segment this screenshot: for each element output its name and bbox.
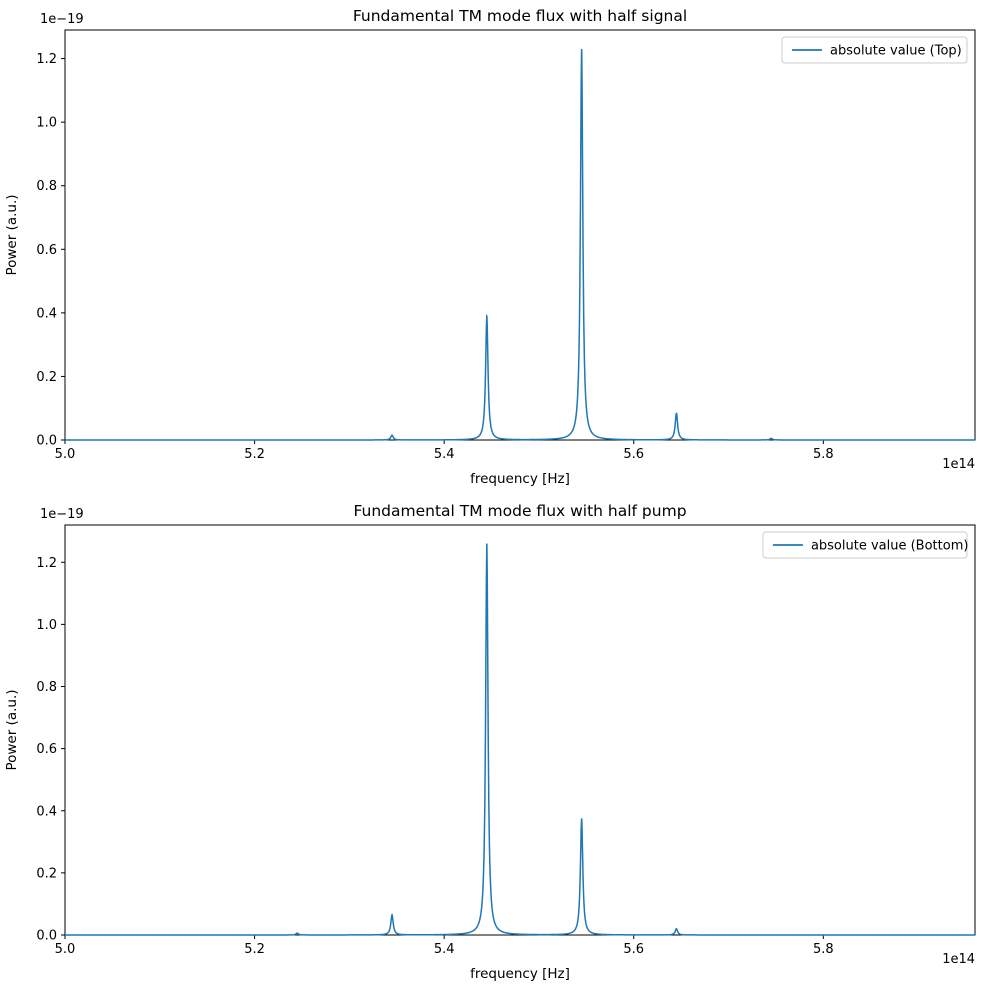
y-tick-label: 0.0: [36, 434, 57, 449]
x-axis-label: frequency [Hz]: [470, 966, 570, 982]
x-tick-label: 5.2: [244, 942, 265, 957]
series-line: [65, 49, 975, 441]
chart-bottom-axes: Fundamental TM mode flux with half pump 1…: [4, 502, 976, 982]
x-tick-label: 5.8: [813, 942, 834, 957]
x-tick-label: 5.6: [623, 447, 644, 462]
y-tick-label: 0.8: [36, 680, 57, 695]
legend-label: absolute value (Bottom): [811, 539, 969, 554]
x-axis-offset-label: 1e14: [942, 952, 975, 967]
y-axis-label: Power (a.u.): [4, 689, 20, 770]
chart-top-axes: Fundamental TM mode flux with half signa…: [4, 7, 976, 487]
chart-title: Fundamental TM mode flux with half signa…: [353, 7, 687, 25]
y-axis-label: Power (a.u.): [4, 194, 20, 275]
y-tick-label: 0.2: [36, 370, 57, 385]
y-tick-label: 0.4: [36, 804, 57, 819]
y-tick-label: 1.2: [36, 556, 57, 571]
x-tick-label: 5.6: [623, 942, 644, 957]
y-tick-label: 0.0: [36, 929, 57, 944]
y-tick-label: 0.4: [36, 306, 57, 321]
x-tick-label: 5.2: [244, 447, 265, 462]
y-axis-offset-label: 1e−19: [40, 507, 84, 522]
y-tick-label: 0.2: [36, 866, 57, 881]
x-tick-label: 5.4: [434, 942, 455, 957]
legend-label: absolute value (Top): [830, 44, 962, 59]
x-axis-label: frequency [Hz]: [470, 471, 570, 487]
x-tick-label: 5.8: [813, 447, 834, 462]
axes-frame: [64, 29, 976, 441]
y-tick-label: 0.6: [36, 742, 57, 757]
legend-box: [762, 531, 968, 559]
y-tick-label: 1.0: [36, 618, 57, 633]
x-tick-label: 5.0: [55, 942, 76, 957]
y-tick-label: 0.8: [36, 179, 57, 194]
axes-frame: [64, 524, 976, 936]
x-axis-offset-label: 1e14: [942, 457, 975, 472]
x-tick-label: 5.4: [434, 447, 455, 462]
x-tick-label: 5.0: [55, 447, 76, 462]
chart-title: Fundamental TM mode flux with half pump: [353, 502, 686, 520]
legend-box: [781, 36, 968, 64]
y-tick-label: 1.2: [36, 52, 57, 67]
y-tick-label: 0.6: [36, 243, 57, 258]
y-tick-label: 1.0: [36, 116, 57, 131]
y-axis-offset-label: 1e−19: [40, 12, 84, 27]
series-line: [65, 543, 975, 936]
